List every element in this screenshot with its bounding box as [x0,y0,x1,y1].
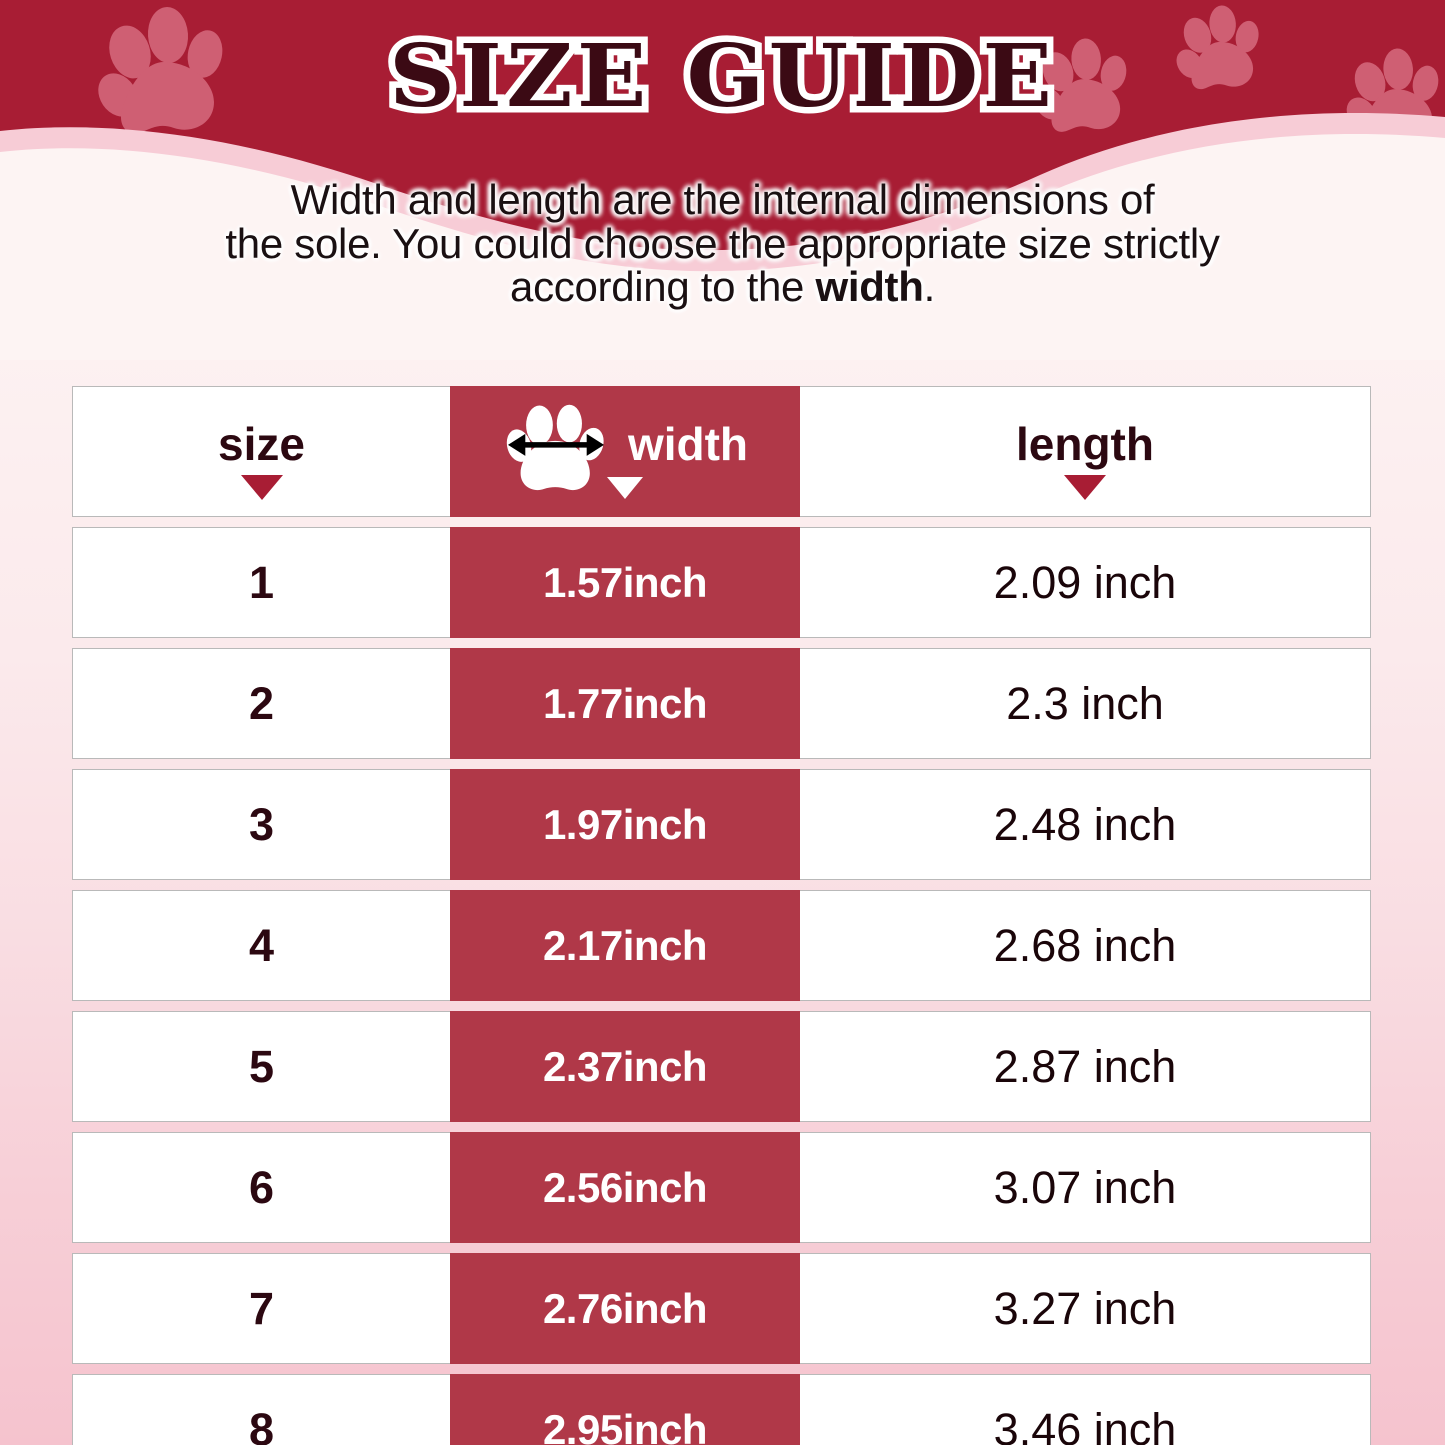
column-header-length: length [800,386,1371,517]
cell-length: 2.87 inch [800,1011,1371,1122]
cell-size-value: 6 [248,1161,275,1213]
column-header-width-label: width [627,417,749,470]
cell-size: 2 [72,648,450,759]
cell-size-value: 5 [248,1040,275,1092]
table-row: 6 2.56inch 3.07 inch [72,1132,1373,1243]
cell-length-value: 3.07 inch [993,1161,1177,1213]
cell-width: 1.77inch [450,648,800,759]
table-row: 4 2.17inch 2.68 inch [72,890,1373,1001]
cell-width-value: 2.76inch [542,1284,708,1332]
cell-size: 5 [72,1011,450,1122]
cell-length-value: 2.87 inch [993,1040,1177,1092]
cell-size: 8 [72,1374,450,1445]
description-line-2: the sole. You could choose the appropria… [225,219,1220,267]
description-line-3: according to the width. [0,265,1445,309]
cell-width: 1.57inch [450,527,800,638]
cell-size-value: 2 [248,677,275,729]
size-table: size [72,386,1373,1445]
cell-width: 2.17inch [450,890,800,1001]
cell-width-value: 1.57inch [542,558,708,606]
table-row: 1 1.57inch 2.09 inch [72,527,1373,638]
cell-length: 3.46 inch [800,1374,1371,1445]
cell-length-value: 3.46 inch [993,1403,1177,1445]
chevron-down-icon [240,475,283,500]
description-line-1: Width and length are the internal dimens… [290,176,1155,223]
cell-width: 1.97inch [450,769,800,880]
table-row: 5 2.37inch 2.87 inch [72,1011,1373,1122]
cell-length: 2.48 inch [800,769,1371,880]
page-title-text: SIZE GUIDE [382,20,1059,134]
cell-width: 2.37inch [450,1011,800,1122]
table-header-row: size [72,386,1373,517]
cell-width-value: 2.56inch [542,1163,708,1211]
cell-width-value: 2.37inch [542,1042,708,1090]
column-header-width: width [450,386,800,517]
table-row: 8 2.95inch 3.46 inch [72,1374,1373,1445]
chevron-down-icon [607,477,643,499]
cell-size: 1 [72,527,450,638]
description-line-3-prefix: according to the [510,263,816,311]
cell-size-value: 3 [248,798,275,850]
table-row: 7 2.76inch 3.27 inch [72,1253,1373,1364]
column-header-size-label: size [218,417,305,470]
cell-width: 2.56inch [450,1132,800,1243]
chevron-down-icon [1064,475,1106,500]
description-emphasis-width: width [815,263,924,311]
cell-length-value: 2.09 inch [993,556,1177,608]
paw-print-icon [1176,5,1259,90]
description-line-3-suffix: . [923,263,936,311]
column-header-length-label: length [1016,417,1154,470]
cell-width-value: 1.77inch [542,679,708,727]
paw-width-icon [506,404,604,490]
wave-divider [0,112,1445,360]
cell-size: 7 [72,1253,450,1364]
table-row: 3 1.97inch 2.48 inch [72,769,1373,880]
cell-length-value: 2.68 inch [993,919,1177,971]
cell-length: 2.09 inch [800,527,1371,638]
column-header-size: size [72,386,450,517]
page-title: SIZE GUIDE [0,20,1445,134]
cell-length: 3.07 inch [800,1132,1371,1243]
cell-width-value: 2.17inch [542,921,708,969]
cell-size-value: 8 [248,1403,275,1445]
cell-length: 2.68 inch [800,890,1371,1001]
cell-size: 3 [72,769,450,880]
description-block: Width and length are the internal dimens… [0,178,1445,309]
cell-width: 2.95inch [450,1374,800,1445]
cell-length: 3.27 inch [800,1253,1371,1364]
cell-width-value: 2.95inch [542,1405,708,1445]
paw-print-icon [98,7,223,134]
cell-size-value: 4 [248,919,275,971]
cell-length: 2.3 inch [800,648,1371,759]
cell-size: 6 [72,1132,450,1243]
cell-width: 2.76inch [450,1253,800,1364]
cell-size-value: 1 [248,556,275,608]
cell-length-value: 3.27 inch [993,1282,1177,1334]
cell-size-value: 7 [248,1282,275,1334]
cell-size: 4 [72,890,450,1001]
cell-length-value: 2.3 inch [1006,677,1164,729]
paw-print-icon [1034,38,1127,132]
cell-length-value: 2.48 inch [993,798,1177,850]
table-row: 2 1.77inch 2.3 inch [72,648,1373,759]
cell-width-value: 1.97inch [542,800,708,848]
